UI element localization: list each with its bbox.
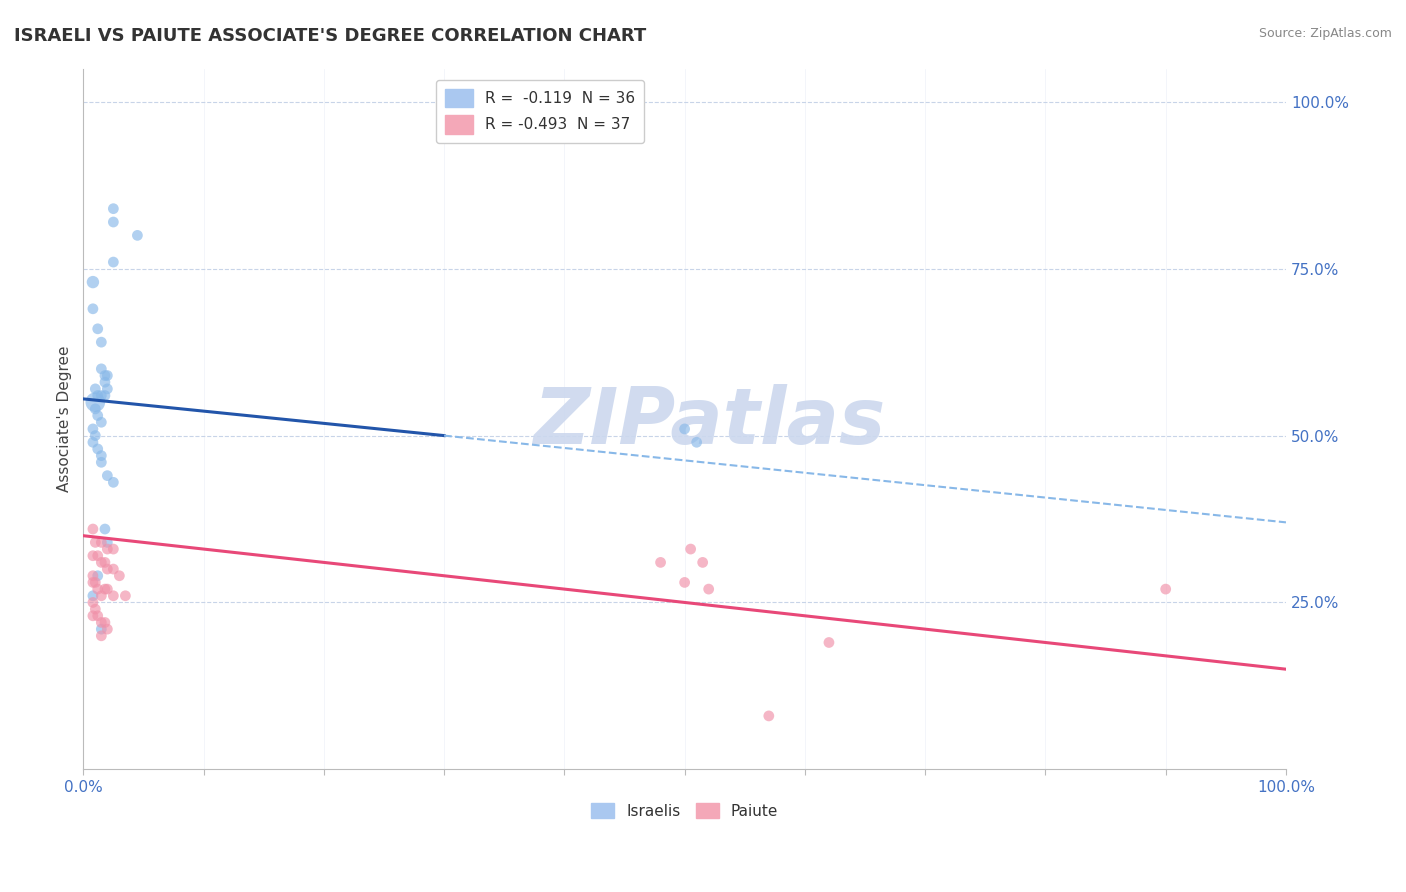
Point xyxy=(94,368,117,383)
Point xyxy=(90,449,112,463)
Point xyxy=(82,608,104,623)
Point xyxy=(90,615,112,630)
Point xyxy=(90,388,112,402)
Point xyxy=(94,388,117,402)
Point xyxy=(87,582,110,596)
Point xyxy=(818,635,841,649)
Point xyxy=(84,401,107,416)
Point xyxy=(103,202,125,216)
Point xyxy=(697,582,720,596)
Y-axis label: Associate's Degree: Associate's Degree xyxy=(58,346,72,492)
Point xyxy=(82,522,104,536)
Point xyxy=(82,568,104,582)
Point xyxy=(90,535,112,549)
Point xyxy=(1154,582,1177,596)
Point xyxy=(96,382,118,396)
Point xyxy=(84,602,107,616)
Point xyxy=(90,455,112,469)
Point xyxy=(679,542,702,557)
Point xyxy=(90,629,112,643)
Point xyxy=(87,608,110,623)
Point xyxy=(692,555,714,569)
Point xyxy=(90,415,112,429)
Point xyxy=(90,335,112,350)
Point xyxy=(103,255,125,269)
Point xyxy=(94,555,117,569)
Point xyxy=(82,422,104,436)
Point xyxy=(87,442,110,456)
Point xyxy=(96,468,118,483)
Point xyxy=(82,301,104,316)
Point xyxy=(103,589,125,603)
Point xyxy=(84,382,107,396)
Text: ISRAELI VS PAIUTE ASSOCIATE'S DEGREE CORRELATION CHART: ISRAELI VS PAIUTE ASSOCIATE'S DEGREE COR… xyxy=(14,27,647,45)
Point xyxy=(87,409,110,423)
Legend: Israelis, Paiute: Israelis, Paiute xyxy=(585,797,785,825)
Point xyxy=(82,435,104,450)
Point xyxy=(87,549,110,563)
Point xyxy=(87,388,110,402)
Point xyxy=(84,428,107,442)
Point xyxy=(84,575,107,590)
Point xyxy=(96,542,118,557)
Point xyxy=(82,275,104,289)
Text: Source: ZipAtlas.com: Source: ZipAtlas.com xyxy=(1258,27,1392,40)
Point xyxy=(96,368,118,383)
Point xyxy=(758,709,780,723)
Point xyxy=(127,228,149,243)
Point xyxy=(96,562,118,576)
Point xyxy=(103,562,125,576)
Point xyxy=(87,322,110,336)
Point xyxy=(96,622,118,636)
Point xyxy=(685,435,707,450)
Point xyxy=(90,589,112,603)
Point xyxy=(673,422,696,436)
Point xyxy=(82,595,104,609)
Point xyxy=(103,542,125,557)
Point xyxy=(90,555,112,569)
Point xyxy=(103,215,125,229)
Point xyxy=(94,582,117,596)
Point xyxy=(82,549,104,563)
Point xyxy=(84,395,107,409)
Point xyxy=(94,375,117,389)
Point xyxy=(108,568,131,582)
Point xyxy=(96,535,118,549)
Point xyxy=(103,475,125,490)
Text: ZIPatlas: ZIPatlas xyxy=(533,384,884,460)
Point xyxy=(114,589,136,603)
Point xyxy=(650,555,672,569)
Point xyxy=(90,362,112,376)
Point xyxy=(82,575,104,590)
Point xyxy=(673,575,696,590)
Point xyxy=(90,622,112,636)
Point xyxy=(96,582,118,596)
Point xyxy=(87,568,110,582)
Point xyxy=(94,522,117,536)
Point xyxy=(84,535,107,549)
Point xyxy=(82,589,104,603)
Point xyxy=(94,615,117,630)
